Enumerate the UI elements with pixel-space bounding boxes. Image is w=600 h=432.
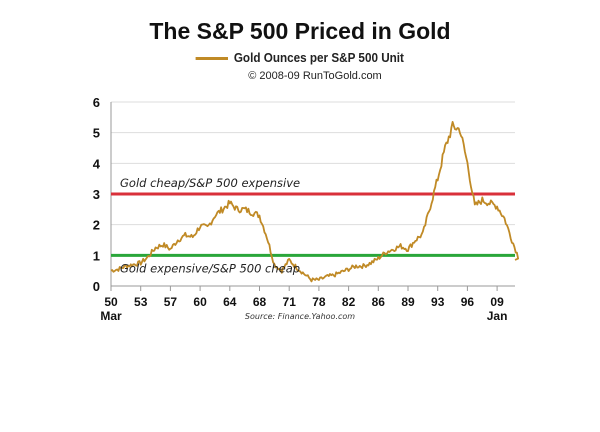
x-tick-label: 09 [490,295,504,309]
chart-title: The S&P 500 Priced in Gold [149,18,451,44]
x-tick-label: 78 [312,295,326,309]
y-tick-label: 0 [93,279,100,294]
y-tick-label: 5 [93,126,100,141]
source-note: Source: Finance.Yahoo.com [245,312,355,321]
y-tick-label: 4 [93,156,101,171]
legend: Gold Ounces per S&P 500 Unit [30,50,570,65]
x-tick-label: 57 [164,295,178,309]
y-tick-label: 6 [93,95,100,110]
series-line [110,121,519,283]
x-tick-label: 50 [104,295,118,309]
copyright: © 2008-09 RunToGold.com [248,70,382,82]
x-tick-label: 68 [253,295,267,309]
x-tick-label: 64 [223,295,237,309]
x-tick-sublabel: Mar [100,309,122,323]
legend-swatch [196,57,229,61]
x-tick-label: 96 [461,295,475,309]
reference-label: Gold cheap/S&P 500 expensive [120,176,300,190]
x-tick-sublabel: Jan [487,309,508,323]
x-tick-label: 82 [342,295,356,309]
reference-label: Gold expensive/S&P 500 cheap [120,261,300,275]
x-tick-label: 53 [134,295,148,309]
y-tick-label: 2 [93,218,100,233]
x-tick-label: 60 [193,295,207,309]
x-tick-label: 86 [372,295,386,309]
y-tick-label: 1 [93,248,100,263]
x-tick-label: 89 [401,295,415,309]
x-tick-label: 71 [283,295,297,309]
legend-label: Gold Ounces per S&P 500 Unit [233,50,404,65]
y-tick-label: 3 [93,187,100,202]
x-tick-label: 93 [431,295,445,309]
